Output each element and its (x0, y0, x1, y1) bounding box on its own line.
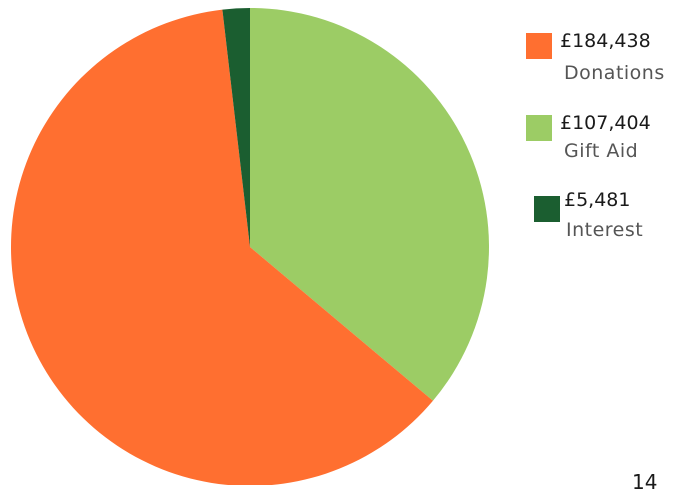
legend-value-gift-aid: £107,404 (560, 112, 651, 134)
legend-value-interest: £5,481 (564, 189, 631, 211)
legend-swatch-gift-aid (526, 115, 552, 141)
legend-name-gift-aid: Gift Aid (564, 140, 639, 162)
legend-name-donations: Donations (564, 62, 665, 84)
pie-slice-interest (222, 7, 250, 247)
pie-slice-donations (11, 9, 433, 485)
page-number: 14 (632, 470, 658, 494)
legend-swatch-interest (534, 196, 560, 222)
legend-value-donations: £184,438 (560, 30, 651, 52)
pie-slice-gift-aid (250, 8, 489, 401)
legend-swatch-donations (526, 33, 552, 59)
pie-slices (11, 7, 489, 485)
legend-name-interest: Interest (566, 219, 644, 241)
